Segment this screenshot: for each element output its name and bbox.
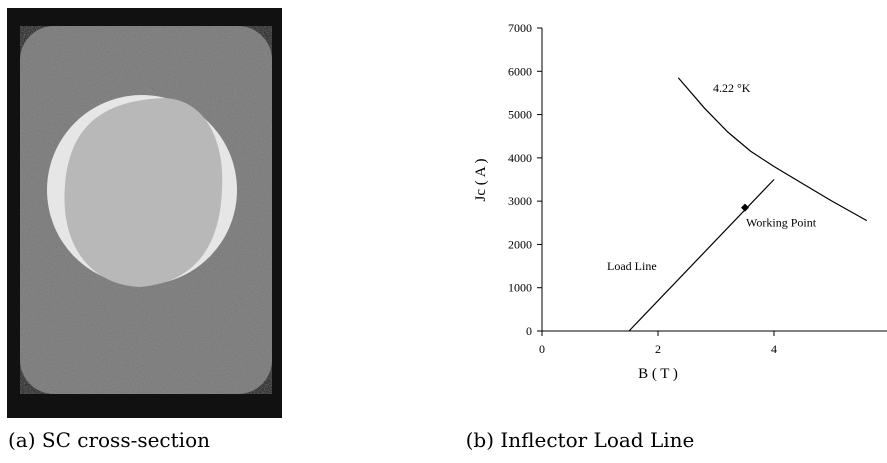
working-point bbox=[741, 203, 749, 212]
x-tick-label: 4 bbox=[771, 342, 777, 356]
line-label: Load Line bbox=[607, 259, 657, 273]
caption: (b) Inflector Load Line bbox=[466, 428, 695, 452]
annotation: Working Point bbox=[746, 216, 817, 230]
y-tick-label: 4000 bbox=[508, 151, 532, 165]
y-axis-label: Jc ( A ) bbox=[473, 159, 489, 202]
line-label: 4.22 °K bbox=[713, 81, 751, 95]
x-axis-label: B ( T ) bbox=[638, 366, 678, 382]
y-tick-label: 3000 bbox=[508, 194, 532, 208]
y-tick-label: 5000 bbox=[508, 108, 532, 122]
chart: 010002000300040005000600070000246B ( T )… bbox=[473, 21, 887, 382]
photo bbox=[7, 8, 282, 418]
y-tick-label: 0 bbox=[526, 324, 532, 338]
y-tick-label: 6000 bbox=[508, 64, 532, 78]
caption: (a) SC cross-section bbox=[8, 428, 210, 452]
y-tick-label: 7000 bbox=[508, 21, 532, 35]
line bbox=[677, 77, 868, 222]
line bbox=[628, 179, 775, 332]
x-tick-label: 0 bbox=[539, 342, 545, 356]
x-tick-label: 2 bbox=[655, 342, 661, 356]
y-tick-label: 1000 bbox=[508, 281, 532, 295]
y-tick-label: 2000 bbox=[508, 237, 532, 251]
